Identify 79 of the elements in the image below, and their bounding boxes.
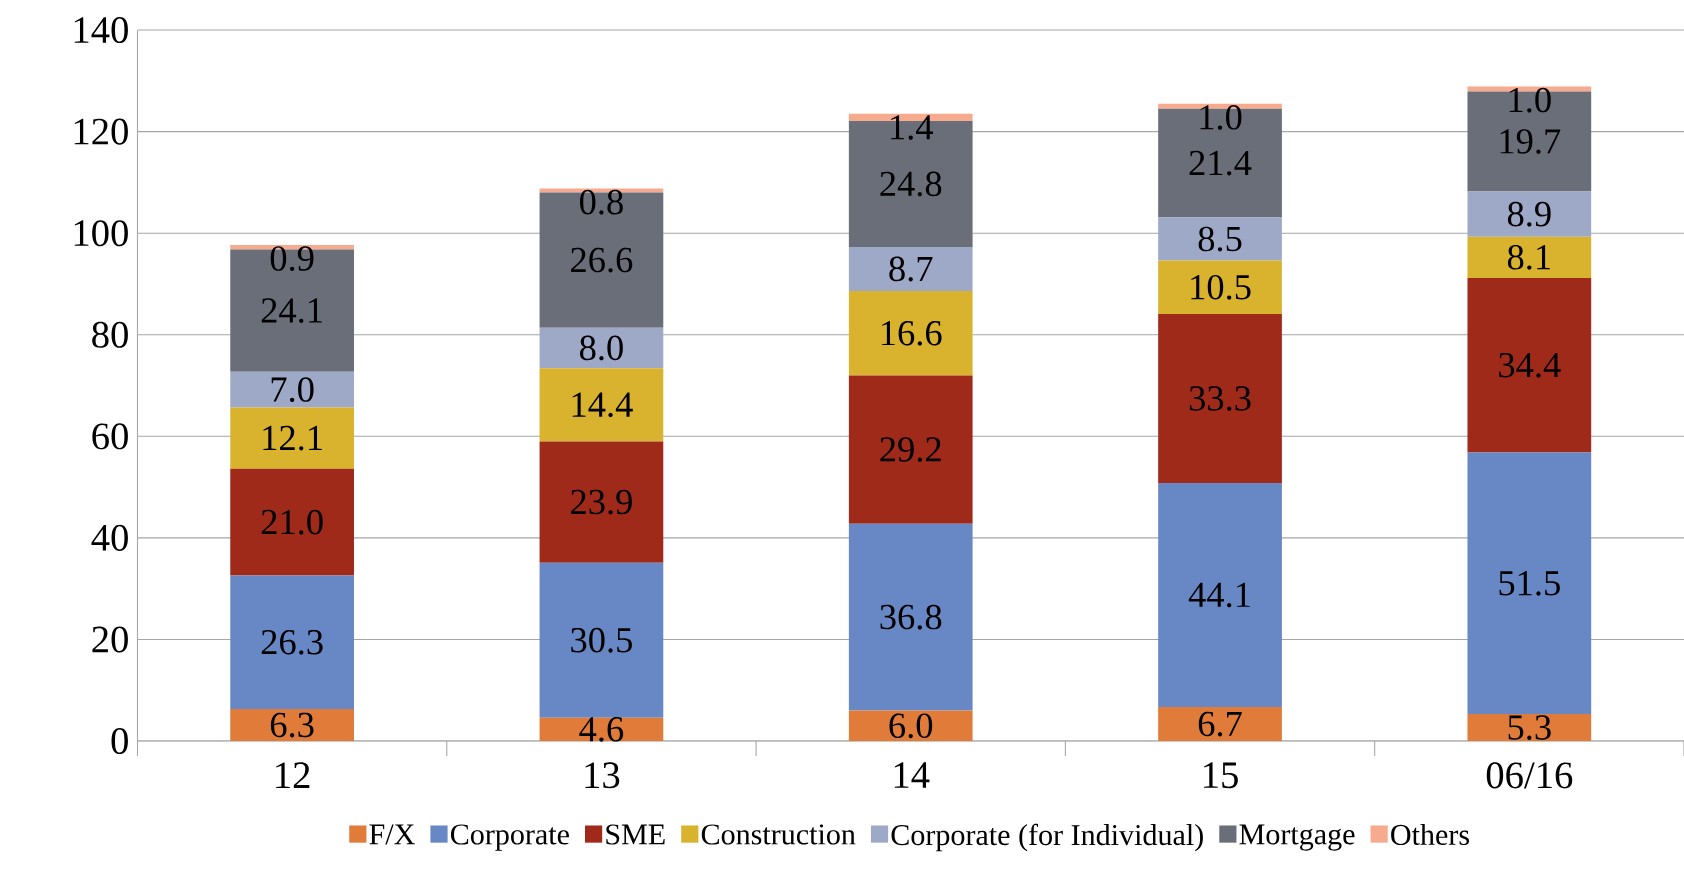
y-tick-label: 0 [111,727,128,754]
data-label: 5.3 [1508,715,1551,740]
y-tick-label: 100 [74,220,128,247]
x-tick-label: 14 [894,762,930,788]
bar [1467,191,1592,237]
data-label: 12.1 [263,425,322,451]
data-label: 8.5 [1198,226,1242,252]
data-label: 1.4 [891,115,933,140]
data-label: 1.0 [1200,104,1242,130]
bar [1158,260,1282,314]
x-tick-label: 15 [1204,762,1238,789]
data-label: 21.4 [1189,150,1252,176]
legend-label: Corporate [450,824,569,851]
data-label: 8.0 [580,335,623,361]
bar [1467,452,1592,715]
legend-label: Construction [701,824,856,845]
data-label: 10.5 [1191,274,1251,300]
data-label: 19.7 [1500,129,1561,154]
data-label: 6.7 [1198,711,1242,737]
y-tick-label: 20 [92,626,128,653]
legend-label: Mortgage [1239,824,1355,851]
bar [848,375,973,524]
legend-label: F/X [369,824,415,845]
bar [1467,277,1592,453]
bar [539,327,664,369]
x-tick-label: 06/16 [1486,762,1573,789]
bar [1158,482,1282,707]
data-label: 44.1 [1188,582,1250,608]
bar [848,523,973,711]
data-label: 26.6 [571,247,633,273]
bar [848,246,973,292]
x-tick-label: 12 [276,762,310,788]
data-label: 0.8 [580,189,623,215]
bar [539,441,664,563]
data-label: 6.3 [270,712,314,738]
data-label: 8.7 [889,256,933,282]
data-label: 36.8 [880,604,942,630]
y-tick-label: 60 [92,423,128,450]
data-label: 0.9 [270,246,314,271]
data-label: 33.3 [1189,386,1251,411]
legend-label: Corporate (for Individual) [891,823,1203,852]
data-label: 7.0 [271,377,314,402]
bar [1467,236,1592,278]
bar [848,291,973,376]
data-label: 29.2 [880,437,941,462]
bar [539,368,664,442]
data-label: 26.3 [261,629,323,655]
bar [230,371,354,408]
data-label: 34.4 [1499,352,1561,378]
data-label: 8.1 [1507,244,1550,270]
data-label: 24.8 [880,171,942,197]
y-tick-label: 140 [74,16,128,44]
legend-label: SME [606,824,665,845]
data-label: 51.5 [1499,570,1560,596]
data-label: 21.0 [261,509,323,535]
y-tick-label: 120 [74,118,128,145]
bar [230,407,354,469]
data-label: 4.6 [579,716,624,742]
y-tick-label: 80 [92,321,128,348]
x-tick-label: 13 [585,762,620,789]
bar [848,710,973,741]
bar [230,468,354,576]
legend-label: Others [1391,823,1469,845]
bar [1467,714,1592,741]
data-label: 14.4 [572,392,633,418]
bar [1158,706,1282,741]
data-label: 24.1 [261,298,322,323]
y-tick-label: 40 [91,524,128,551]
bar [230,575,354,709]
bar [1158,217,1282,261]
bar [539,562,664,718]
data-label: 23.9 [571,489,632,515]
data-label: 30.5 [571,627,632,653]
data-label: 16.6 [882,320,942,346]
bar [230,708,354,741]
bar [1158,313,1282,483]
data-label: 6.0 [889,713,933,739]
data-label: 8.9 [1507,201,1551,227]
data-label: 1.0 [1509,87,1551,113]
